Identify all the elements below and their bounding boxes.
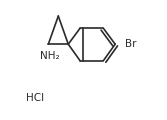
Text: Br: Br bbox=[125, 39, 137, 49]
Text: NH₂: NH₂ bbox=[40, 51, 60, 61]
Text: HCl: HCl bbox=[26, 93, 44, 102]
